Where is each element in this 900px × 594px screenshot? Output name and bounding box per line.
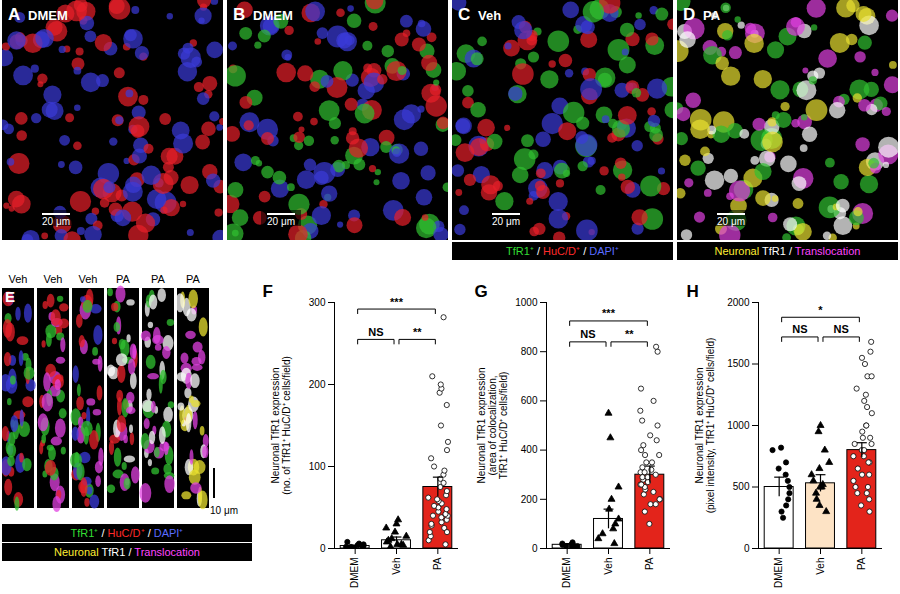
html-text:Neuronal TfR1 / Translocation: Neuronal TfR1 / Translocation <box>714 245 861 257</box>
svg-text:Veh: Veh <box>44 273 63 285</box>
svg-text:A: A <box>8 5 20 24</box>
html-text:TfR1⁺ / HuC/D⁺ / DAPI⁺: TfR1⁺ / HuC/D⁺ / DAPI⁺ <box>506 245 619 257</box>
svg-text:20 μm: 20 μm <box>267 216 295 227</box>
svg-text:10 μm: 10 μm <box>210 505 238 516</box>
svg-text:Neuronal TfR1 expression(no. o: Neuronal TfR1 expression(no. of TfR1⁺ Hu… <box>270 356 292 495</box>
svg-text:2000: 2000 <box>727 297 750 308</box>
svg-text:H: H <box>687 282 699 301</box>
svg-text:Neuronal TfR1 expression(area: Neuronal TfR1 expression(area of colocal… <box>476 368 509 484</box>
svg-text:300: 300 <box>309 297 326 308</box>
svg-text:Veh: Veh <box>603 558 614 575</box>
svg-text:PA: PA <box>186 273 201 285</box>
svg-text:800: 800 <box>521 346 538 357</box>
svg-text:20 μm: 20 μm <box>42 216 70 227</box>
svg-text:1000: 1000 <box>515 297 538 308</box>
svg-text:DMEM: DMEM <box>773 558 784 589</box>
svg-text:400: 400 <box>521 444 538 455</box>
svg-text:***: *** <box>602 307 616 319</box>
svg-text:0: 0 <box>744 543 750 554</box>
svg-text:Veh: Veh <box>79 273 98 285</box>
svg-text:PA: PA <box>644 557 655 570</box>
svg-text:***: *** <box>390 296 404 308</box>
svg-text:Neuronal TfR1 expression(pixel: Neuronal TfR1 expression(pixel intensity… <box>694 338 716 514</box>
svg-text:DMEM: DMEM <box>349 558 360 589</box>
svg-text:**: ** <box>413 326 422 338</box>
svg-text:0: 0 <box>320 543 326 554</box>
svg-text:**: ** <box>625 328 634 340</box>
svg-text:F: F <box>263 282 273 301</box>
svg-text:NS: NS <box>368 326 383 338</box>
svg-text:NS: NS <box>834 323 849 335</box>
svg-text:0: 0 <box>532 543 538 554</box>
svg-text:DMEM: DMEM <box>253 8 293 23</box>
svg-text:20 μm: 20 μm <box>717 216 745 227</box>
svg-text:200: 200 <box>521 494 538 505</box>
svg-text:PA: PA <box>432 557 443 570</box>
svg-text:1000: 1000 <box>727 420 750 431</box>
svg-text:PA: PA <box>151 273 166 285</box>
html-text:Neuronal TfR1 / Translocation: Neuronal TfR1 / Translocation <box>54 546 200 558</box>
svg-text:Veh: Veh <box>815 558 826 575</box>
svg-text:NS: NS <box>580 328 595 340</box>
svg-text:PA: PA <box>116 273 131 285</box>
svg-text:DMEM: DMEM <box>28 8 68 23</box>
svg-text:B: B <box>233 5 245 24</box>
svg-text:G: G <box>475 282 488 301</box>
svg-text:Veh: Veh <box>391 558 402 575</box>
svg-text:1500: 1500 <box>727 358 750 369</box>
svg-text:Veh: Veh <box>478 8 501 23</box>
svg-text:C: C <box>458 5 470 24</box>
svg-text:DMEM: DMEM <box>561 558 572 589</box>
svg-text:500: 500 <box>733 481 750 492</box>
svg-text:Veh: Veh <box>9 273 28 285</box>
svg-text:200: 200 <box>309 379 326 390</box>
svg-text:600: 600 <box>521 395 538 406</box>
svg-text:D: D <box>683 5 695 24</box>
svg-text:100: 100 <box>309 461 326 472</box>
html-text:TfR1⁺ / HuC/D⁺ / DAPI⁺: TfR1⁺ / HuC/D⁺ / DAPI⁺ <box>70 527 184 539</box>
svg-text:NS: NS <box>792 323 807 335</box>
svg-text:20 μm: 20 μm <box>492 216 520 227</box>
svg-text:PA: PA <box>703 8 721 23</box>
svg-text:*: * <box>818 304 823 316</box>
svg-text:E: E <box>5 288 15 305</box>
svg-text:PA: PA <box>856 557 867 570</box>
